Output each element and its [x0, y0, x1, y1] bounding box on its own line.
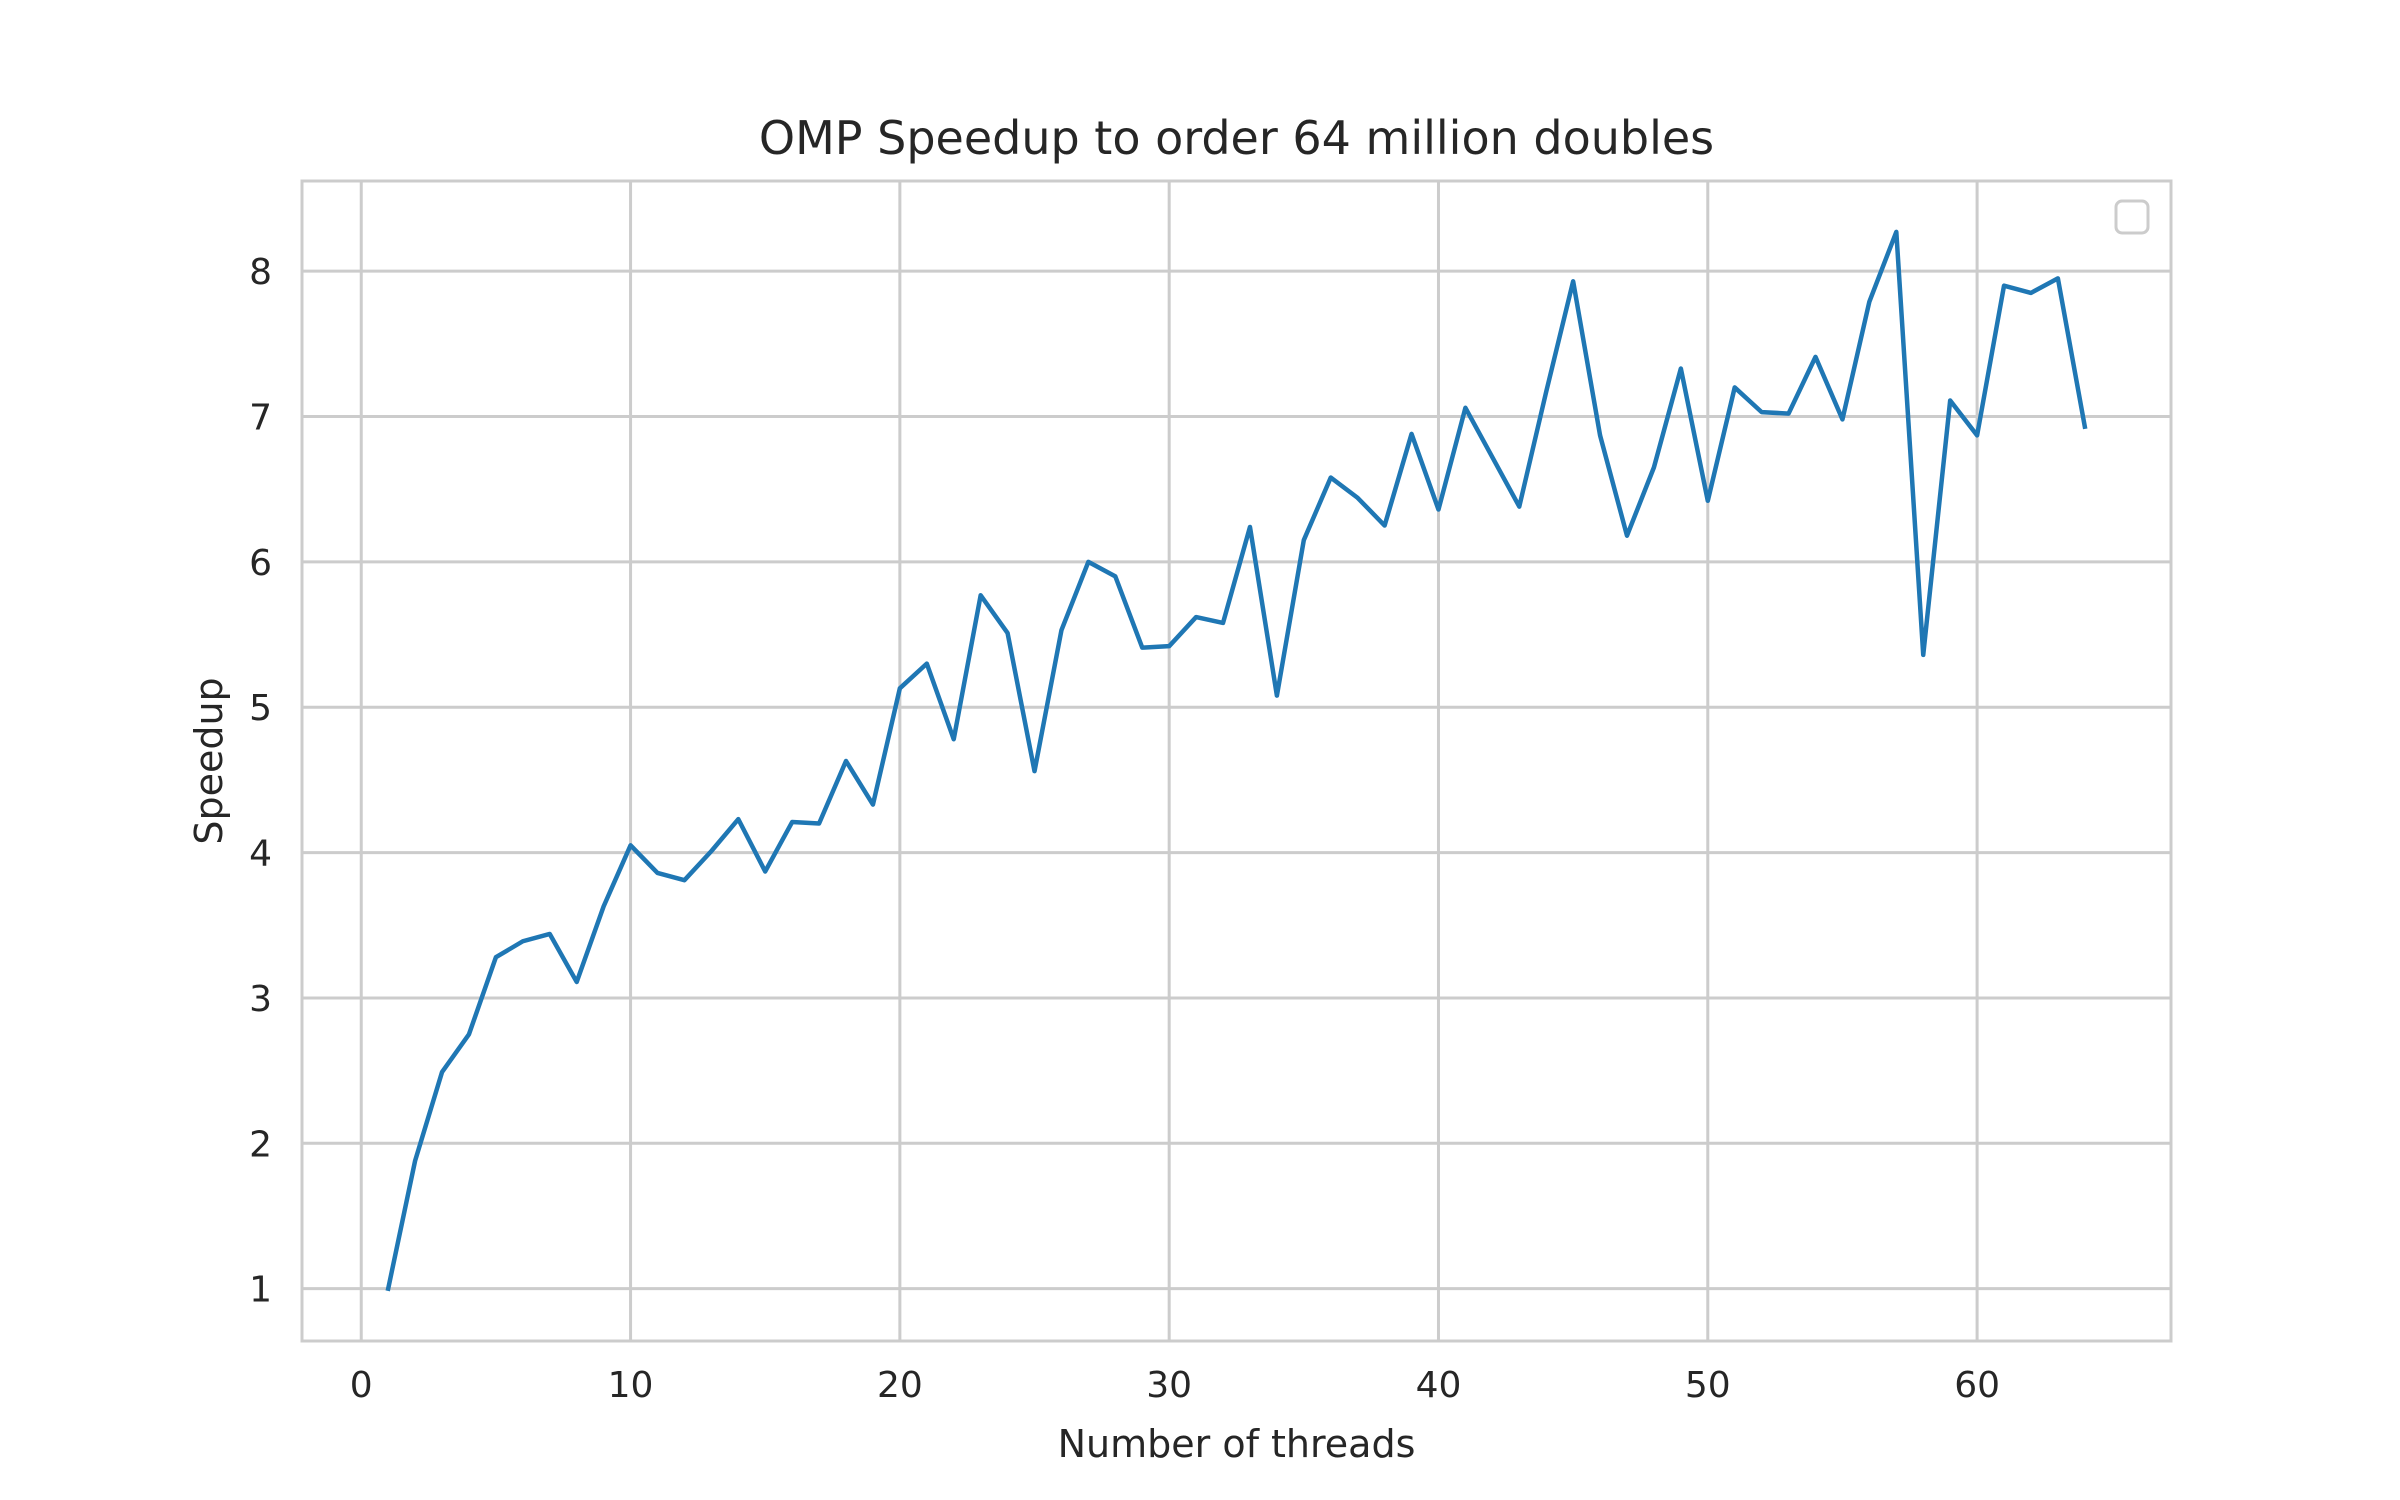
y-tick-label: 3	[249, 979, 272, 1020]
x-tick-label: 0	[350, 1365, 373, 1406]
y-tick-labels: 1 2 3 4 5 6 7 8	[249, 252, 272, 1311]
y-tick-label: 7	[249, 397, 272, 438]
x-tick-label: 30	[1146, 1365, 1192, 1406]
series-layer	[385, 229, 2088, 1292]
x-tick-label: 60	[1954, 1365, 2000, 1406]
y-tick-label: 8	[249, 252, 272, 293]
legend-box	[2114, 199, 2150, 235]
x-tick-labels: 0 10 20 30 40 50 60	[350, 1365, 2000, 1406]
x-tick-label: 40	[1416, 1365, 1462, 1406]
y-axis-label: Speedup	[187, 677, 231, 844]
x-axis-label: Number of threads	[1058, 1422, 1416, 1466]
series-line	[385, 229, 2088, 1292]
chart-title: OMP Speedup to order 64 million doubles	[759, 111, 1714, 165]
y-tick-label: 5	[249, 688, 272, 729]
grid-layer	[302, 181, 2171, 1341]
y-tick-label: 1	[249, 1270, 272, 1311]
plot-frame	[300, 179, 2173, 1343]
y-tick-label: 6	[249, 543, 272, 584]
x-tick-label: 20	[877, 1365, 923, 1406]
x-tick-label: 50	[1685, 1365, 1731, 1406]
x-tick-label: 10	[608, 1365, 654, 1406]
y-tick-label: 4	[249, 834, 272, 875]
y-tick-label: 2	[249, 1124, 272, 1165]
